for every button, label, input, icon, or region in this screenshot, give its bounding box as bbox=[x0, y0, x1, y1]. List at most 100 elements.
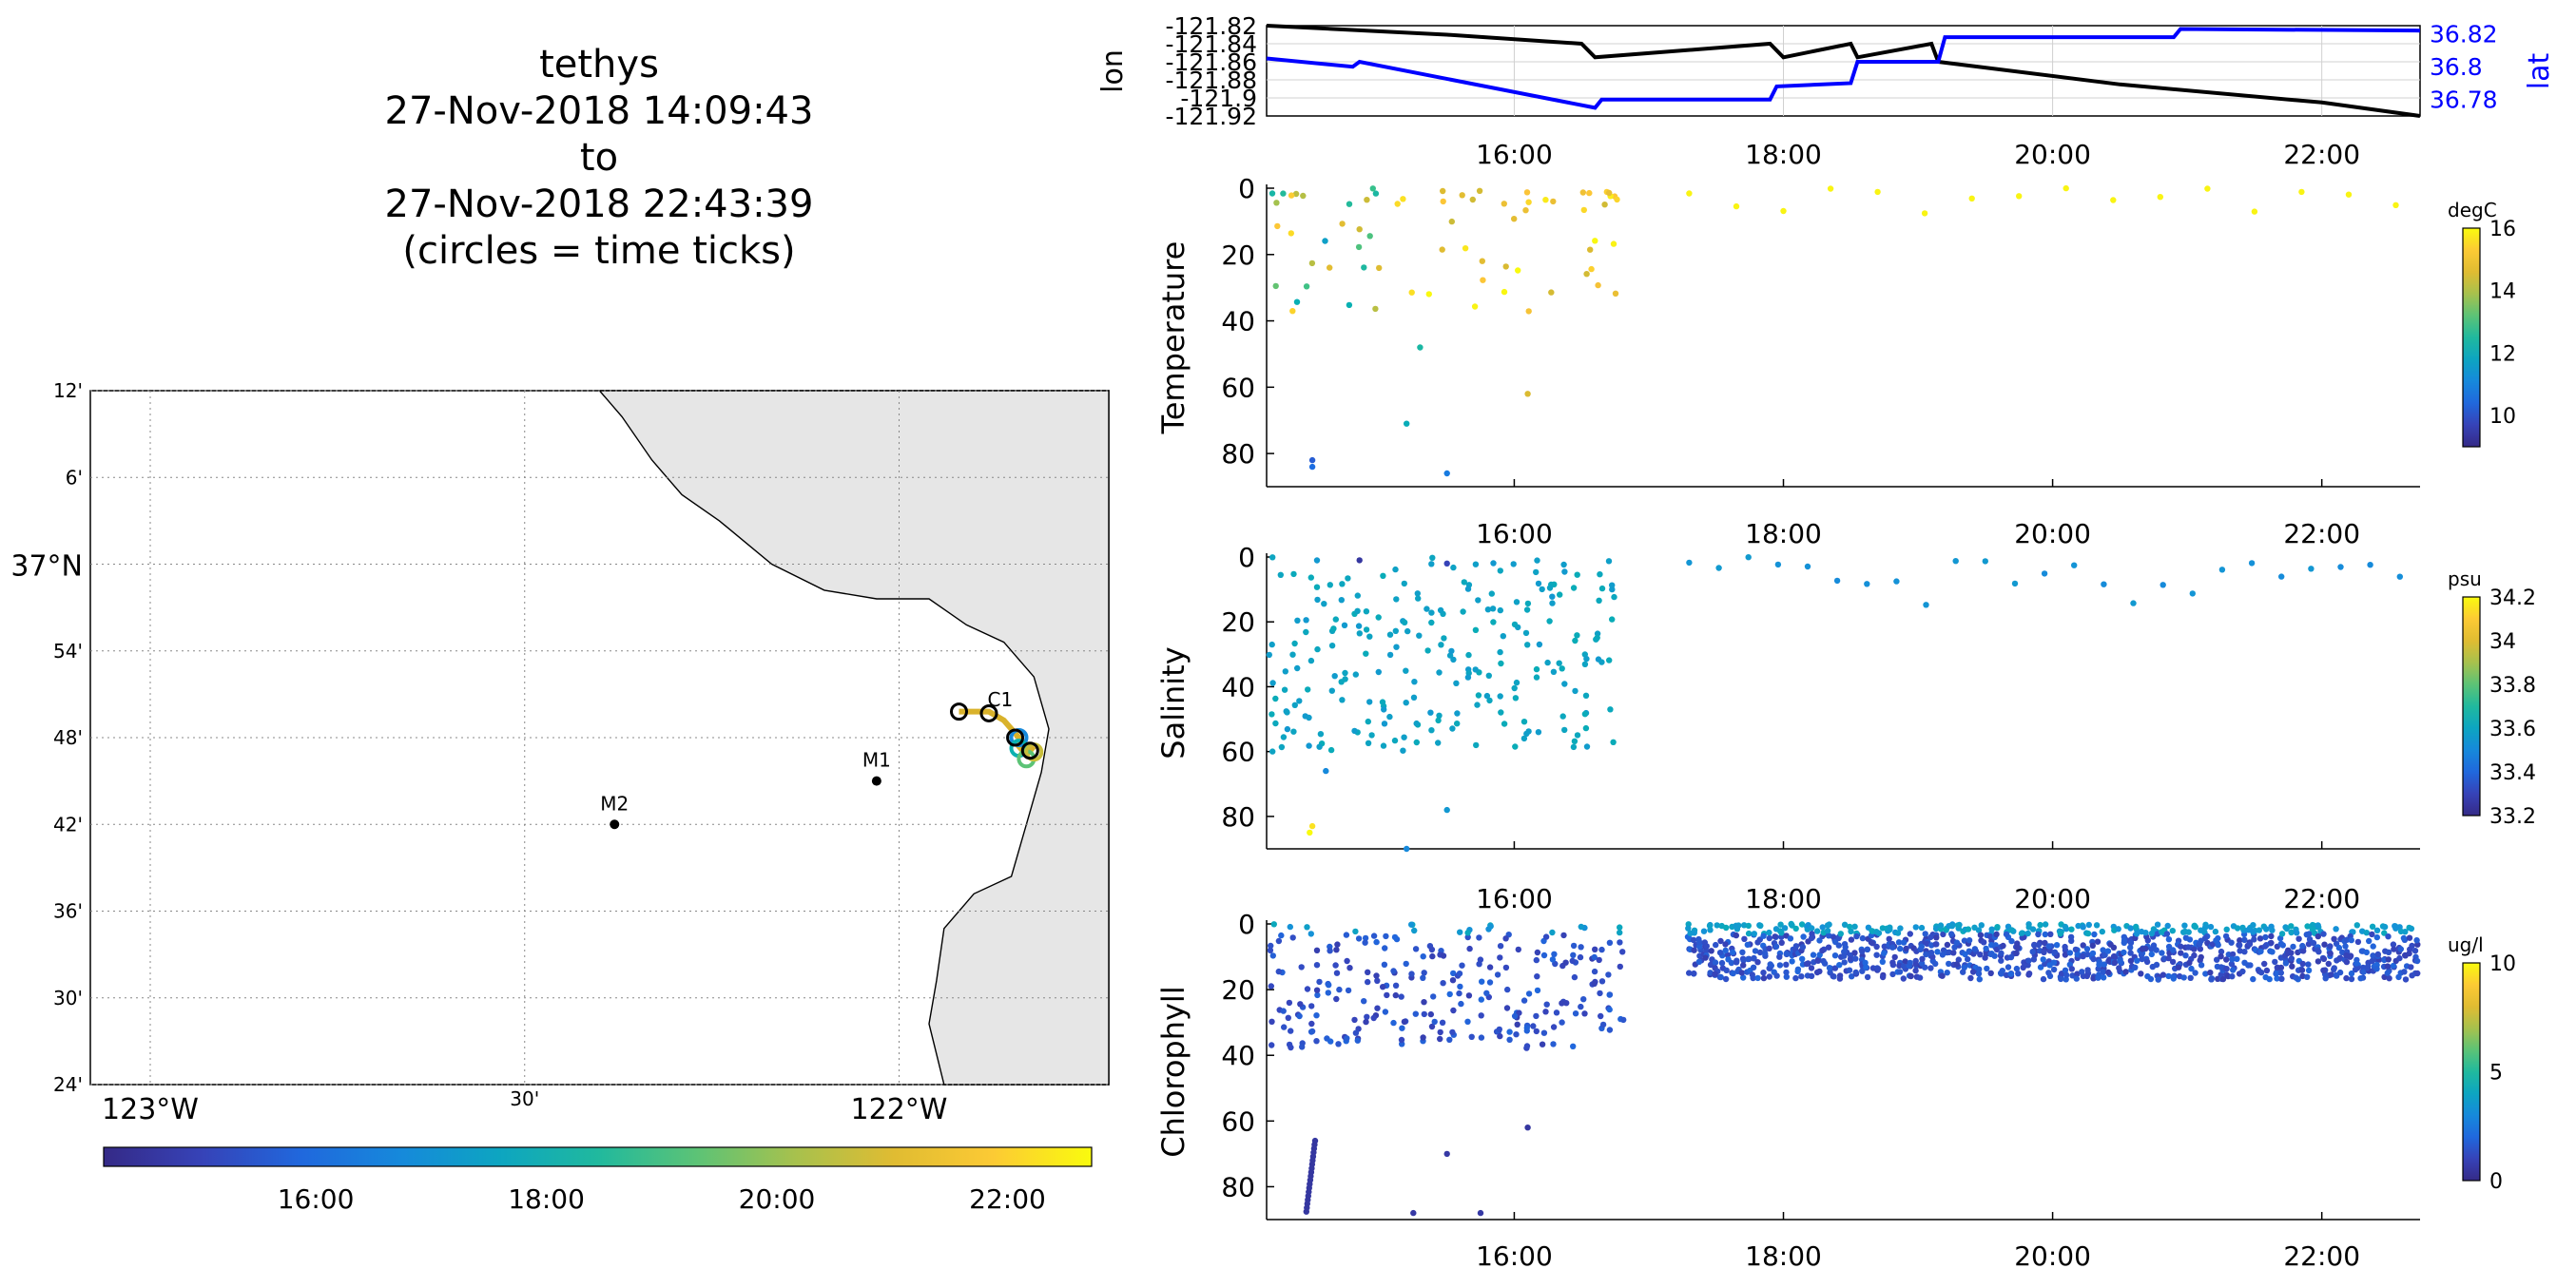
chlorophyll-point bbox=[1440, 980, 1446, 987]
temperature-point bbox=[1479, 258, 1486, 264]
time-tick-circle bbox=[1006, 728, 1025, 747]
chlorophyll-point bbox=[1967, 974, 1974, 982]
chlorophyll-point bbox=[1927, 965, 1934, 971]
salinity-point bbox=[1572, 687, 1579, 695]
chlorophyll-point bbox=[1869, 928, 1875, 934]
chlorophyll-point bbox=[1799, 955, 1806, 962]
temperature-point bbox=[1300, 192, 1307, 200]
chlorophyll-point bbox=[1922, 931, 1928, 937]
mooring-m2 bbox=[610, 819, 620, 830]
chlorophyll-point bbox=[1502, 935, 1509, 942]
salinity-point bbox=[2101, 581, 2107, 587]
chlorophyll-point bbox=[1327, 1038, 1334, 1045]
chlorophyll-point bbox=[2239, 924, 2246, 932]
salinity-point bbox=[1345, 575, 1351, 582]
salinity-point bbox=[1833, 577, 1841, 585]
temperature-point bbox=[1308, 260, 1316, 267]
chlorophyll-point bbox=[1591, 980, 1598, 988]
chlorophyll-point bbox=[1336, 986, 1343, 993]
chlorophyll-point bbox=[2245, 927, 2252, 933]
temperature-point bbox=[1548, 289, 1555, 296]
chlorophyll-point bbox=[1420, 953, 1426, 960]
chlorophyll-point bbox=[2181, 922, 2188, 929]
salinity-point bbox=[1428, 561, 1435, 567]
salinity-point bbox=[1546, 585, 1554, 591]
chlorophyll-point bbox=[1977, 952, 1984, 958]
chlorophyll-point bbox=[1946, 960, 1952, 968]
temperature-point bbox=[1288, 230, 1295, 237]
chlorophyll-point bbox=[1922, 964, 1928, 971]
chlorophyll-point bbox=[1269, 952, 1277, 959]
chlorophyll-point bbox=[2062, 923, 2069, 931]
salinity-cbar-tick-label: 34.2 bbox=[2489, 586, 2536, 610]
time-cbar-tick: 20:00 bbox=[739, 1183, 816, 1215]
chlorophyll-point bbox=[1776, 953, 1783, 960]
chlorophyll-point bbox=[2030, 956, 2038, 963]
chlorophyll-point bbox=[1841, 952, 1848, 959]
chlorophyll-point bbox=[1745, 922, 1753, 930]
chlorophyll-point bbox=[1581, 1010, 1588, 1017]
chlorophyll-point bbox=[1894, 930, 1902, 936]
chlorophyll-point bbox=[2215, 941, 2221, 949]
chlorophyll-point bbox=[1821, 960, 1829, 967]
chlorophyll-point bbox=[2091, 931, 2098, 938]
chlorophyll-point bbox=[1897, 925, 1904, 932]
salinity-point bbox=[1606, 657, 1613, 663]
salinity-point bbox=[1436, 712, 1443, 719]
chlorophyll-point bbox=[2277, 964, 2285, 971]
chlorophyll-point bbox=[1345, 987, 1352, 994]
chlorophyll-point bbox=[1332, 962, 1339, 969]
chlorophyll-point bbox=[1428, 946, 1436, 953]
chlorophyll-time-tick-label: 20:00 bbox=[2014, 1240, 2091, 1272]
chlorophyll-point bbox=[1370, 932, 1378, 939]
chlorophyll-point bbox=[1268, 942, 1274, 950]
chlorophyll-point bbox=[2015, 970, 2022, 977]
chlorophyll-point bbox=[1343, 932, 1350, 938]
chlorophyll-point bbox=[1597, 990, 1603, 997]
chlorophyll-point bbox=[1412, 1010, 1420, 1017]
chlorophyll-point bbox=[1542, 933, 1550, 940]
chlorophyll-point bbox=[1954, 922, 1962, 929]
temperature-point bbox=[1272, 282, 1279, 290]
chlorophyll-point bbox=[2169, 928, 2176, 934]
chlorophyll-point bbox=[1948, 931, 1955, 937]
chlorophyll-point bbox=[1591, 968, 1598, 975]
chlorophyll-point bbox=[2234, 955, 2240, 962]
chlorophyll-point bbox=[1740, 962, 1747, 969]
chlorophyll-point bbox=[1792, 943, 1800, 950]
chlorophyll-point bbox=[1998, 957, 2005, 964]
chlorophyll-point bbox=[1288, 1028, 1294, 1034]
chlorophyll-point bbox=[1504, 986, 1511, 993]
temperature-point bbox=[1588, 265, 1595, 273]
map-lat-tick: 36' bbox=[53, 900, 83, 923]
chlorophyll-point bbox=[2163, 931, 2171, 937]
chlorophyll-point bbox=[1707, 970, 1714, 976]
chlorophyll-point bbox=[1717, 937, 1724, 945]
salinity-cbar-tick-label: 33.6 bbox=[2489, 718, 2536, 741]
chlorophyll-point bbox=[1948, 923, 1956, 930]
chlorophyll-point bbox=[1730, 949, 1736, 956]
chlorophyll-point bbox=[1810, 952, 1817, 958]
chlorophyll-y-tick-label: 60 bbox=[1221, 1105, 1255, 1137]
temperature-axis-label: Temperature bbox=[1155, 241, 1191, 435]
salinity-point bbox=[1438, 642, 1444, 648]
chlorophyll-point bbox=[1986, 932, 1994, 940]
chlorophyll-point bbox=[1808, 934, 1815, 942]
chlorophyll-point bbox=[1918, 924, 1926, 932]
chlorophyll-point bbox=[1478, 1012, 1484, 1019]
chlorophyll-point bbox=[1374, 1005, 1381, 1011]
salinity-point bbox=[1375, 614, 1382, 621]
chlorophyll-point bbox=[2369, 923, 2376, 930]
chlorophyll-point bbox=[1798, 972, 1805, 980]
temperature-point bbox=[2016, 193, 2023, 200]
salinity-y-tick-label: 40 bbox=[1221, 671, 1255, 702]
salinity-time-tick-label: 16:00 bbox=[1476, 883, 1553, 914]
salinity-point bbox=[1745, 554, 1752, 561]
chlorophyll-point bbox=[1739, 949, 1746, 955]
salinity-point bbox=[1314, 596, 1321, 604]
chlorophyll-point bbox=[1766, 945, 1772, 952]
chlorophyll-point bbox=[2000, 942, 2006, 950]
chlorophyll-point bbox=[2178, 943, 2184, 950]
chlorophyll-point bbox=[2309, 926, 2315, 932]
salinity-point bbox=[1535, 729, 1542, 736]
